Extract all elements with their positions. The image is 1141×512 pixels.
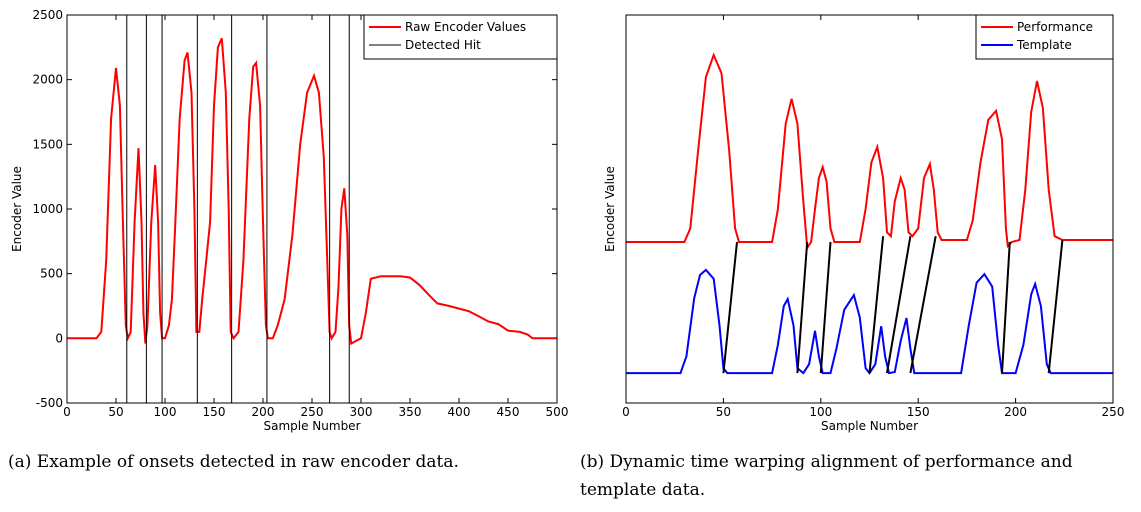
alignment-line <box>909 236 937 374</box>
x-axis-label: Sample Number <box>821 419 918 433</box>
legend-box <box>363 14 558 60</box>
x-tick-label: 300 <box>350 405 373 419</box>
x-tick-label: 200 <box>1004 405 1027 419</box>
x-tick-label: 150 <box>203 405 226 419</box>
x-tick-label: 400 <box>448 405 471 419</box>
caption: (a) Example of onsets detected in raw en… <box>8 452 459 472</box>
y-tick-label: 1000 <box>32 202 63 216</box>
x-tick-label: 100 <box>154 405 177 419</box>
chart: 0 50 100 150 200 250 300 350 400 450 500-500050010… <box>10 8 1125 433</box>
alignment-line <box>886 236 912 374</box>
x-tick-label: 200 <box>252 405 275 419</box>
y-axis-label: Encoder Value <box>603 166 617 252</box>
series-line <box>67 37 557 346</box>
x-axis-label: Sample Number <box>263 419 360 433</box>
series-line <box>626 52 1113 251</box>
y-axis-label: Encoder Value <box>10 166 24 252</box>
x-tick-label: 350 <box>399 405 422 419</box>
axes-frame <box>625 14 1114 404</box>
x-tick-label: 450 <box>497 405 520 419</box>
y-tick-label: -500 <box>36 396 63 410</box>
alignment-line <box>819 241 832 374</box>
legend-label: Detected Hit <box>405 38 481 52</box>
x-tick-label: 500 <box>546 405 569 419</box>
alignment-line <box>722 241 738 374</box>
y-tick-label: 2500 <box>32 8 63 22</box>
alignment-line <box>868 236 885 374</box>
series-line <box>626 268 1113 375</box>
legend-box <box>975 14 1114 60</box>
x-tick-label: 0 <box>63 405 71 419</box>
x-tick-label: 100 <box>809 405 832 419</box>
axes-frame <box>66 14 558 404</box>
x-tick-label: 50 <box>716 405 731 419</box>
y-tick-label: 500 <box>40 267 63 281</box>
plot-area <box>626 15 1113 403</box>
alignment-line <box>796 241 809 374</box>
alignment-line <box>1047 239 1064 374</box>
legend-label: Raw Encoder Values <box>405 20 526 34</box>
y-tick-label: 2000 <box>32 73 63 87</box>
legend-label: Template <box>1016 38 1072 52</box>
legend-label: Performance <box>1017 20 1093 34</box>
x-tick-label: 150 <box>907 405 930 419</box>
y-tick-label: 1500 <box>32 137 63 151</box>
alignment-line <box>1001 241 1011 374</box>
x-tick-label: 250 <box>1102 405 1125 419</box>
x-tick-label: 250 <box>301 405 324 419</box>
y-tick-label: 0 <box>55 331 63 345</box>
x-tick-label: 50 <box>108 405 123 419</box>
caption: (b) Dynamic time warping alignment of pe… <box>580 452 1073 500</box>
x-tick-label: 0 <box>622 405 630 419</box>
